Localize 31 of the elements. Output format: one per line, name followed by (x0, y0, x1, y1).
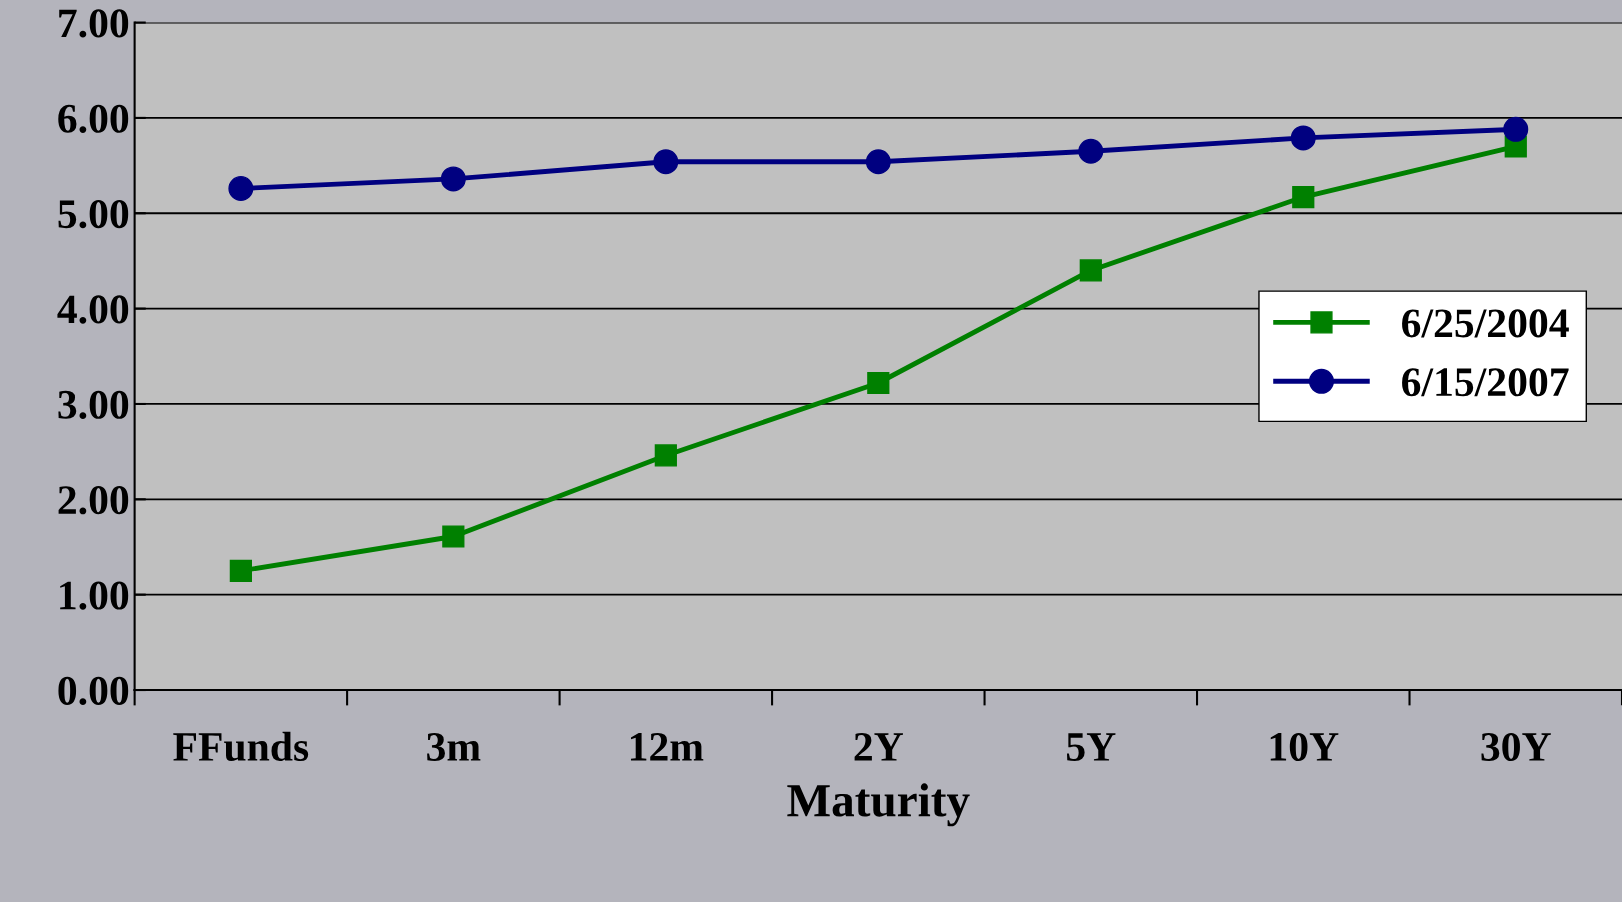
point (867, 371, 890, 395)
y-tick-label: 4.00 (57, 295, 129, 324)
x-tick-label: FFunds (173, 731, 309, 762)
x-tick-label: 10Y (1270, 732, 1339, 762)
point (865, 149, 891, 175)
point (1503, 116, 1529, 142)
point (653, 149, 679, 175)
point (1290, 125, 1316, 151)
y-tick-label: 0.00 (58, 676, 129, 706)
point (440, 166, 466, 192)
x-tick-label: 3m (427, 733, 481, 762)
y-tick-label: 7.00 (59, 9, 129, 38)
x-tick-label: 12m (630, 733, 704, 761)
point (228, 175, 254, 201)
y-tick-label: 3.00 (58, 390, 129, 420)
x-axis-title: Maturity (787, 783, 970, 827)
point (654, 444, 677, 467)
x-tick-label: 5Y (1067, 733, 1116, 762)
y-tick-label: 2.00 (58, 486, 129, 515)
point (229, 559, 252, 582)
legend-label: 6/25/2004 (1402, 309, 1569, 338)
point (1078, 138, 1104, 164)
legend-label: 6/15/2007 (1402, 368, 1569, 397)
y-tick-label: 5.00 (58, 200, 129, 229)
point (1292, 185, 1315, 209)
point (1079, 259, 1102, 282)
x-tick-label: 2Y (854, 733, 903, 761)
x-tick-label: 30Y (1481, 732, 1551, 762)
y-tick-label: 1.00 (60, 581, 129, 610)
y-tick-label: 6.00 (58, 104, 129, 133)
point (442, 525, 465, 548)
